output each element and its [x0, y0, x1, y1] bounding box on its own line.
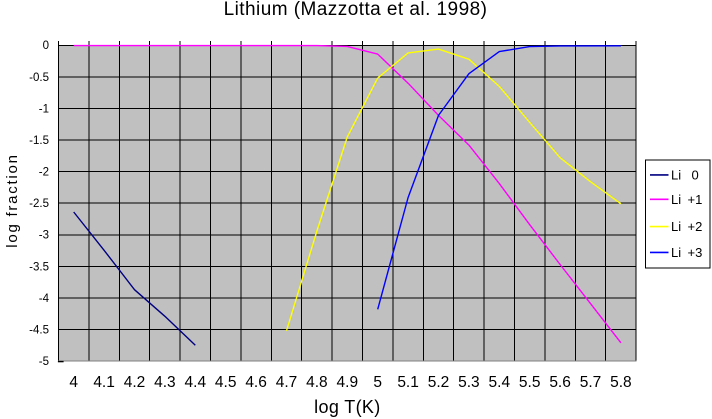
- svg-text:4.8: 4.8: [306, 374, 328, 391]
- svg-text:+3: +3: [688, 245, 703, 260]
- svg-text:-4: -4: [39, 293, 50, 305]
- svg-text:-1.5: -1.5: [29, 135, 49, 147]
- svg-text:Li: Li: [671, 245, 681, 260]
- svg-text:-3.5: -3.5: [29, 261, 49, 273]
- svg-text:4.3: 4.3: [154, 374, 176, 391]
- svg-text:5.5: 5.5: [519, 374, 541, 391]
- svg-text:5.4: 5.4: [489, 374, 511, 391]
- svg-text:4.5: 4.5: [215, 374, 237, 391]
- svg-text:+2: +2: [688, 219, 703, 234]
- svg-text:-4.5: -4.5: [29, 324, 49, 336]
- svg-text:4: 4: [69, 374, 78, 391]
- svg-text:Li: Li: [671, 168, 681, 183]
- svg-text:log fraction: log fraction: [4, 153, 21, 247]
- svg-text:5.8: 5.8: [610, 374, 632, 391]
- svg-text:-2: -2: [39, 167, 49, 179]
- svg-text:Li: Li: [671, 219, 681, 234]
- svg-text:-0.5: -0.5: [29, 72, 49, 84]
- svg-text:5.1: 5.1: [397, 374, 419, 391]
- svg-text:5.3: 5.3: [458, 374, 480, 391]
- svg-text:4.1: 4.1: [93, 374, 115, 391]
- svg-text:4.2: 4.2: [124, 374, 146, 391]
- svg-text:-5: -5: [39, 356, 49, 368]
- svg-text:Li: Li: [671, 192, 681, 207]
- svg-text:0: 0: [43, 40, 49, 52]
- svg-text:0: 0: [692, 168, 699, 183]
- svg-text:-1: -1: [39, 103, 49, 115]
- svg-text:+1: +1: [688, 192, 703, 207]
- svg-text:4.9: 4.9: [337, 374, 359, 391]
- svg-text:-2.5: -2.5: [29, 198, 49, 210]
- svg-text:-3: -3: [39, 230, 49, 242]
- svg-text:5.2: 5.2: [428, 374, 450, 391]
- svg-text:4.7: 4.7: [276, 374, 298, 391]
- svg-text:4.6: 4.6: [245, 374, 267, 391]
- svg-text:5.6: 5.6: [549, 374, 571, 391]
- svg-text:5.7: 5.7: [580, 374, 602, 391]
- svg-text:Lithium (Mazzotta et al. 1998: Lithium (Mazzotta et al. 1998): [224, 0, 488, 20]
- svg-text:4.4: 4.4: [185, 374, 207, 391]
- svg-text:log T(K): log T(K): [314, 397, 381, 417]
- svg-text:5: 5: [373, 374, 382, 391]
